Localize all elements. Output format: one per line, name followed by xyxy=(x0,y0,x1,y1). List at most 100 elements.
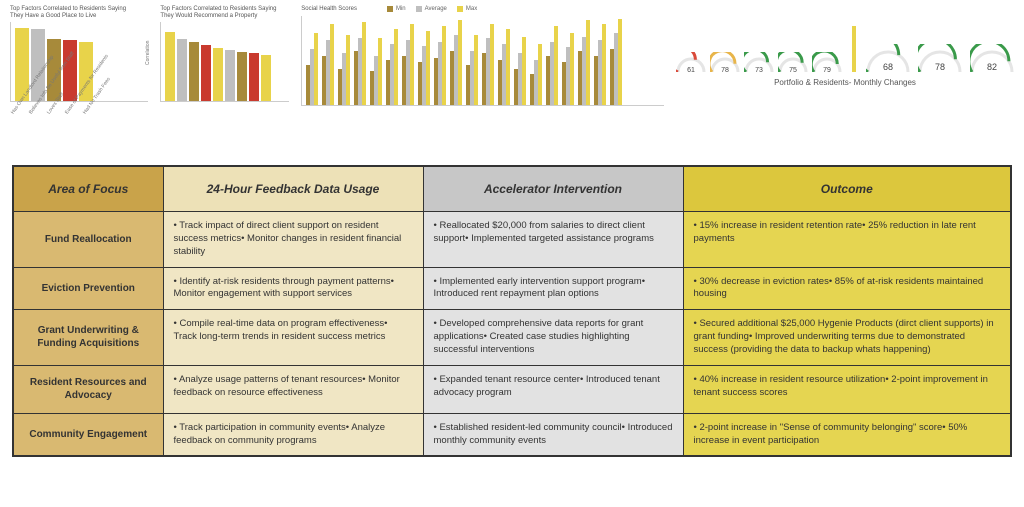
bar xyxy=(63,40,77,101)
chart3-title: Social Health Scores xyxy=(301,6,357,13)
x-label xyxy=(244,102,251,112)
bar-group xyxy=(370,38,382,105)
col-area-of-focus: Area of Focus xyxy=(13,166,163,212)
table-row: Fund Reallocation• Track impact of direc… xyxy=(13,212,1011,267)
bar xyxy=(314,33,318,105)
x-label xyxy=(174,102,181,112)
cell-intervention: • Implemented early intervention support… xyxy=(423,267,683,310)
bar-group xyxy=(418,31,430,105)
bar-group xyxy=(466,35,478,105)
gauge-value: 61 xyxy=(676,67,706,74)
chart-good-place: Top Factors Correlated to Residents Sayi… xyxy=(10,6,148,110)
bar xyxy=(586,20,590,105)
chart1-ylabel: Correlation xyxy=(0,40,1,64)
gauge: 79 xyxy=(812,52,842,72)
bar xyxy=(165,32,175,101)
bar-group xyxy=(514,37,526,105)
bar xyxy=(506,29,510,105)
bar xyxy=(330,24,334,105)
bar xyxy=(237,52,247,102)
chart3-bars xyxy=(301,16,664,106)
cell-usage: • Track impact of direct client support … xyxy=(163,212,423,267)
gauges-caption: Portfolio & Residents- Monthly Changes xyxy=(774,78,916,87)
bar xyxy=(378,38,382,105)
cell-usage: • Compile real-time data on program effe… xyxy=(163,310,423,365)
bar xyxy=(394,29,398,106)
gauge: 61 xyxy=(676,52,706,72)
legend-item: Average xyxy=(416,6,447,12)
bar-group xyxy=(578,20,590,105)
cell-usage: • Analyze usage patterns of tenant resou… xyxy=(163,365,423,413)
legend-swatch xyxy=(416,6,422,12)
gauge: 78 xyxy=(710,52,740,72)
chart-recommend: Top Factors Correlated to Residents Sayi… xyxy=(160,6,289,104)
cell-outcome: • 40% increase in resident resource util… xyxy=(683,365,1011,413)
bar xyxy=(618,19,622,105)
cell-intervention: • Developed comprehensive data reports f… xyxy=(423,310,683,365)
table-row: Grant Underwriting & Funding Acquisition… xyxy=(13,310,1011,365)
bar-group xyxy=(322,24,334,105)
bar-group xyxy=(546,26,558,105)
cell-focus: Grant Underwriting & Funding Acquisition… xyxy=(13,310,163,365)
gauge-value: 82 xyxy=(970,62,1014,72)
cell-intervention: • Expanded tenant resource center• Intro… xyxy=(423,365,683,413)
gauges-small: 61 78 73 75 79 xyxy=(676,52,842,72)
bar-group xyxy=(482,24,494,105)
gauge-value: 78 xyxy=(710,67,740,74)
bar xyxy=(602,24,606,105)
cell-usage: • Identify at-risk residents through pay… xyxy=(163,267,423,310)
bar xyxy=(362,22,366,105)
chart2-ylabel: Correlation xyxy=(145,40,151,64)
gauge-value: 73 xyxy=(744,67,774,74)
table-header-row: Area of Focus 24-Hour Feedback Data Usag… xyxy=(13,166,1011,212)
legend-label: Max xyxy=(466,6,477,12)
table-body: Fund Reallocation• Track impact of direc… xyxy=(13,212,1011,457)
bar-group xyxy=(562,33,574,105)
bar xyxy=(426,31,430,105)
focus-table: Area of Focus 24-Hour Feedback Data Usag… xyxy=(12,165,1012,457)
bar xyxy=(554,26,558,105)
gauge-divider xyxy=(852,26,856,72)
x-label xyxy=(258,102,265,112)
bar-group xyxy=(450,20,462,106)
col-outcome: Outcome xyxy=(683,166,1011,212)
bar-group xyxy=(498,29,510,105)
col-feedback-usage: 24-Hour Feedback Data Usage xyxy=(163,166,423,212)
legend-label: Min xyxy=(396,6,406,12)
bar xyxy=(490,24,494,105)
bar-group xyxy=(402,24,414,105)
gauge-value: 68 xyxy=(866,62,910,72)
x-label xyxy=(202,102,209,112)
cell-focus: Resident Resources and Advocacy xyxy=(13,365,163,413)
bar xyxy=(346,35,350,105)
bar-group xyxy=(594,24,606,105)
cell-focus: Community Engagement xyxy=(13,413,163,456)
cell-outcome: • Secured additional $25,000 Hygenie Pro… xyxy=(683,310,1011,365)
bar xyxy=(177,39,187,101)
cell-usage: • Track participation in community event… xyxy=(163,413,423,456)
bar xyxy=(522,37,526,105)
bar xyxy=(474,35,478,105)
chart-social-health: Social Health Scores Min Average Max xyxy=(301,6,664,106)
bar-group xyxy=(354,22,366,105)
gauges-block: 61 78 73 75 79 68 78 82 Portfolio & Resi… xyxy=(676,6,1014,87)
bar xyxy=(570,33,574,105)
legend-item: Max xyxy=(457,6,477,12)
gauge-value: 78 xyxy=(918,62,962,72)
bar-group xyxy=(610,19,622,105)
chart2-title: Top Factors Correlated to Residents Sayi… xyxy=(160,6,289,19)
chart1-title: Top Factors Correlated to Residents Sayi… xyxy=(10,6,140,19)
gauges-row: 61 78 73 75 79 68 78 82 xyxy=(676,26,1014,72)
cell-outcome: • 15% increase in resident retention rat… xyxy=(683,212,1011,267)
bar-group xyxy=(530,44,542,105)
bar-group xyxy=(306,33,318,105)
bar xyxy=(261,55,271,101)
bar xyxy=(201,45,211,101)
legend-label: Average xyxy=(425,6,447,12)
bar xyxy=(538,44,542,105)
cell-focus: Eviction Prevention xyxy=(13,267,163,310)
bar xyxy=(458,20,462,106)
x-label xyxy=(160,102,167,112)
col-intervention: Accelerator Intervention xyxy=(423,166,683,212)
table-row: Resident Resources and Advocacy• Analyze… xyxy=(13,365,1011,413)
